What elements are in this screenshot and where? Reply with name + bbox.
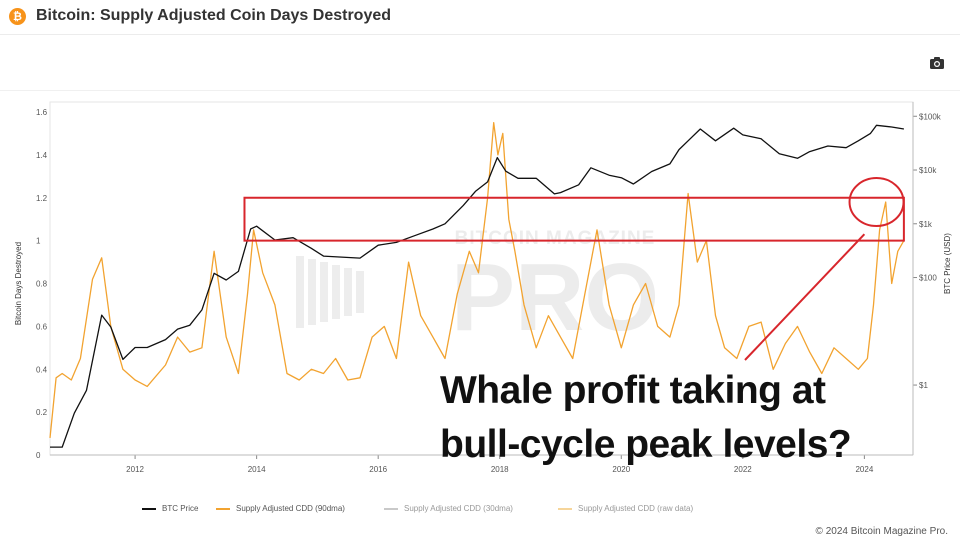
annotation-line-1: Whale profit taking at — [440, 369, 826, 412]
y2-tick-label: $1 — [919, 381, 928, 390]
x-tick-label: 2020 — [612, 465, 630, 474]
watermark-logo-bar — [344, 268, 352, 316]
x-tick-label: 2012 — [126, 465, 144, 474]
camera-icon[interactable] — [929, 56, 945, 70]
legend-item-cdd-raw[interactable]: Supply Adjusted CDD (raw data) — [558, 504, 693, 513]
y2-tick-label: $100 — [919, 274, 937, 283]
y-tick-label: 1.2 — [36, 194, 48, 203]
legend-label: Supply Adjusted CDD (raw data) — [578, 504, 694, 513]
watermark-logo-bar — [296, 256, 304, 328]
y2-tick-label: $10k — [919, 166, 937, 175]
watermark-logo-bar — [320, 262, 328, 322]
watermark-logo-bar — [356, 271, 364, 313]
legend-label: Supply Adjusted CDD (30dma) — [404, 504, 513, 513]
y2-tick-label: $100k — [919, 112, 942, 121]
series-line-cdd-90dma — [49, 122, 905, 438]
watermark-logo-bar — [308, 259, 316, 325]
chart-legend: BTC Price Supply Adjusted CDD (90dma) Su… — [0, 504, 960, 520]
watermark-logo-bar — [332, 265, 340, 319]
y-tick-label: 0 — [36, 451, 41, 460]
copyright-footer: © 2024 Bitcoin Magazine Pro. — [815, 526, 948, 537]
y-tick-label: 0.4 — [36, 365, 48, 374]
legend-swatch-cdd-raw — [558, 507, 572, 510]
series-line-btc-price — [50, 124, 905, 448]
y-axis-label: Bitcoin Days Destroyed — [14, 242, 23, 325]
x-tick-label: 2018 — [491, 465, 509, 474]
legend-item-btc-price[interactable]: BTC Price — [142, 504, 198, 513]
page-title: Bitcoin: Supply Adjusted Coin Days Destr… — [36, 7, 392, 24]
chart-toolbar — [0, 40, 960, 91]
legend-item-cdd-90dma[interactable]: Supply Adjusted CDD (90dma) — [216, 504, 345, 513]
highlight-circle — [848, 177, 905, 228]
y-tick-label: 0.8 — [36, 280, 48, 289]
x-tick-label: 2024 — [855, 465, 873, 474]
y-tick-label: 0.6 — [36, 322, 48, 331]
x-tick-label: 2016 — [369, 465, 387, 474]
legend-label: Supply Adjusted CDD (90dma) — [236, 504, 345, 513]
y-tick-label: 0.2 — [36, 408, 48, 417]
watermark-text: BITCOIN MAGAZINE — [455, 228, 656, 249]
y2-axis-label: BTC Price (USD) — [943, 233, 952, 294]
y-tick-label: 1.4 — [36, 151, 48, 160]
x-tick-label: 2022 — [734, 465, 752, 474]
x-tick-label: 2014 — [248, 465, 266, 474]
legend-swatch-cdd-30dma — [384, 507, 398, 510]
y-tick-label: 1.6 — [36, 108, 48, 117]
legend-swatch-cdd-90dma — [216, 507, 230, 510]
annotation-text: Whale profit taking at bull-cycle peak l… — [440, 364, 920, 472]
y2-tick-label: $1k — [919, 220, 933, 229]
legend-swatch-btc-price — [142, 507, 156, 510]
legend-label: BTC Price — [162, 504, 199, 513]
highlight-box — [243, 196, 905, 242]
legend-item-cdd-30dma[interactable]: Supply Adjusted CDD (30dma) — [384, 504, 513, 513]
annotation-pointer-line — [744, 233, 866, 361]
y-tick-label: 1 — [36, 237, 41, 246]
annotation-line-2: bull-cycle peak levels? — [440, 423, 852, 466]
bitcoin-logo-icon: ₿ — [9, 8, 26, 25]
watermark-text: PRO — [451, 244, 659, 351]
chart-header: ₿ Bitcoin: Supply Adjusted Coin Days Des… — [0, 0, 960, 35]
